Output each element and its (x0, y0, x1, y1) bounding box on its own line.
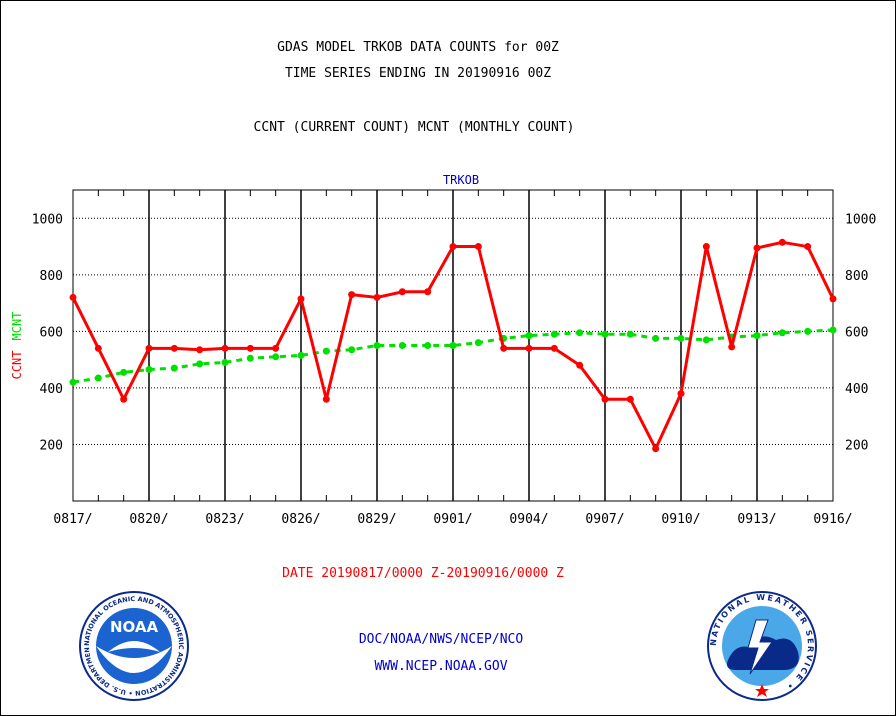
x-tick-label: 0907/ (585, 512, 624, 527)
point-ccnt (196, 346, 204, 354)
point-mcnt (246, 354, 254, 362)
point-ccnt (500, 344, 508, 352)
point-ccnt (272, 344, 280, 352)
point-mcnt (69, 378, 77, 386)
point-mcnt (550, 330, 558, 338)
point-mcnt (297, 351, 305, 359)
point-mcnt (398, 342, 406, 349)
y-tick-label-right: 400 (845, 382, 868, 397)
point-mcnt (449, 342, 457, 349)
y-label-ccnt: CCNT (10, 351, 24, 380)
y-tick-label-right: 600 (845, 325, 868, 340)
point-ccnt (829, 295, 837, 303)
point-ccnt (297, 295, 305, 303)
x-tick-label: 0916/ (813, 512, 852, 527)
point-mcnt (804, 327, 812, 335)
y-axis-label: CCNT MCNT (10, 312, 24, 380)
point-ccnt (69, 293, 77, 301)
y-tick-label-left: 1000 (32, 212, 63, 227)
point-ccnt (702, 243, 710, 251)
point-ccnt (348, 291, 356, 299)
y-tick-label-right: 1000 (845, 212, 876, 227)
noaa-logo-label: NOAA (110, 618, 159, 636)
x-tick-label: 0904/ (509, 512, 548, 527)
point-ccnt (449, 243, 457, 251)
x-tick-label: 0910/ (661, 512, 700, 527)
x-tick-label: 0817/ (53, 512, 92, 527)
point-mcnt (196, 360, 204, 368)
point-mcnt (677, 334, 685, 342)
chart-subtitle: CCNT (CURRENT COUNT) MCNT (MONTHLY COUNT… (253, 120, 575, 135)
nws-logo-icon: NATIONAL WEATHER SERVICE • (707, 591, 817, 701)
x-tick-label: 0826/ (281, 512, 320, 527)
point-ccnt (601, 395, 609, 403)
point-mcnt (702, 336, 710, 344)
point-ccnt (170, 344, 178, 352)
point-ccnt (246, 344, 254, 352)
point-ccnt (398, 288, 406, 296)
point-mcnt (626, 330, 634, 338)
point-ccnt (626, 395, 634, 403)
point-mcnt (94, 374, 102, 382)
org-label: DOC/NOAA/NWS/NCEP/NCO (358, 632, 524, 647)
point-mcnt (272, 353, 280, 361)
point-mcnt (322, 347, 330, 355)
point-ccnt (120, 395, 128, 403)
x-tick-label: 0823/ (205, 512, 244, 527)
x-tick-label: 0820/ (129, 512, 168, 527)
website-link[interactable]: WWW.NCEP.NOAA.GOV (374, 659, 508, 674)
point-ccnt (322, 395, 330, 403)
point-mcnt (601, 330, 609, 338)
y-tick-label-left: 200 (40, 438, 63, 453)
point-ccnt (373, 293, 381, 301)
point-mcnt (652, 334, 660, 342)
noaa-logo-icon: NOAA NATIONAL OCEANIC AND ATMOSPHERIC AD… (78, 590, 189, 701)
y-label-mcnt: MCNT (10, 312, 24, 341)
plot-label: TRKOB (443, 173, 479, 187)
chart-title-line1: GDAS MODEL TRKOB DATA COUNTS for 00Z (277, 40, 559, 55)
date-range-label: DATE 20190817/0000 Z-20190916/0000 Z (282, 566, 564, 581)
point-ccnt (474, 243, 482, 251)
point-mcnt (829, 326, 837, 334)
point-mcnt (778, 329, 786, 337)
point-ccnt (576, 361, 584, 369)
y-tick-label-left: 800 (40, 269, 63, 284)
point-ccnt (221, 344, 229, 352)
point-ccnt (778, 238, 786, 246)
x-tick-label: 0829/ (357, 512, 396, 527)
point-ccnt (804, 243, 812, 251)
point-mcnt (170, 364, 178, 372)
point-mcnt (753, 332, 761, 340)
chart-title-line2: TIME SERIES ENDING IN 20190916 00Z (284, 66, 552, 81)
point-mcnt (221, 358, 229, 366)
point-ccnt (753, 244, 761, 252)
point-mcnt (373, 342, 381, 349)
point-ccnt (550, 344, 558, 352)
point-mcnt (525, 332, 533, 340)
x-tick-label: 0913/ (737, 512, 776, 527)
point-ccnt (525, 344, 533, 352)
point-mcnt (474, 339, 482, 347)
y-tick-label-right: 200 (845, 438, 868, 453)
y-tick-label-left: 600 (40, 325, 63, 340)
y-tick-label-left: 400 (40, 382, 63, 397)
point-mcnt (145, 366, 153, 374)
point-mcnt (576, 329, 584, 337)
point-mcnt (120, 368, 128, 376)
point-ccnt (652, 445, 660, 453)
point-mcnt (348, 346, 356, 354)
point-ccnt (145, 344, 153, 352)
point-ccnt (728, 343, 736, 351)
point-mcnt (424, 342, 432, 349)
point-ccnt (677, 390, 685, 398)
x-tick-label: 0901/ (433, 512, 472, 527)
y-tick-label-right: 800 (845, 269, 868, 284)
point-ccnt (424, 288, 432, 296)
point-ccnt (94, 344, 102, 352)
